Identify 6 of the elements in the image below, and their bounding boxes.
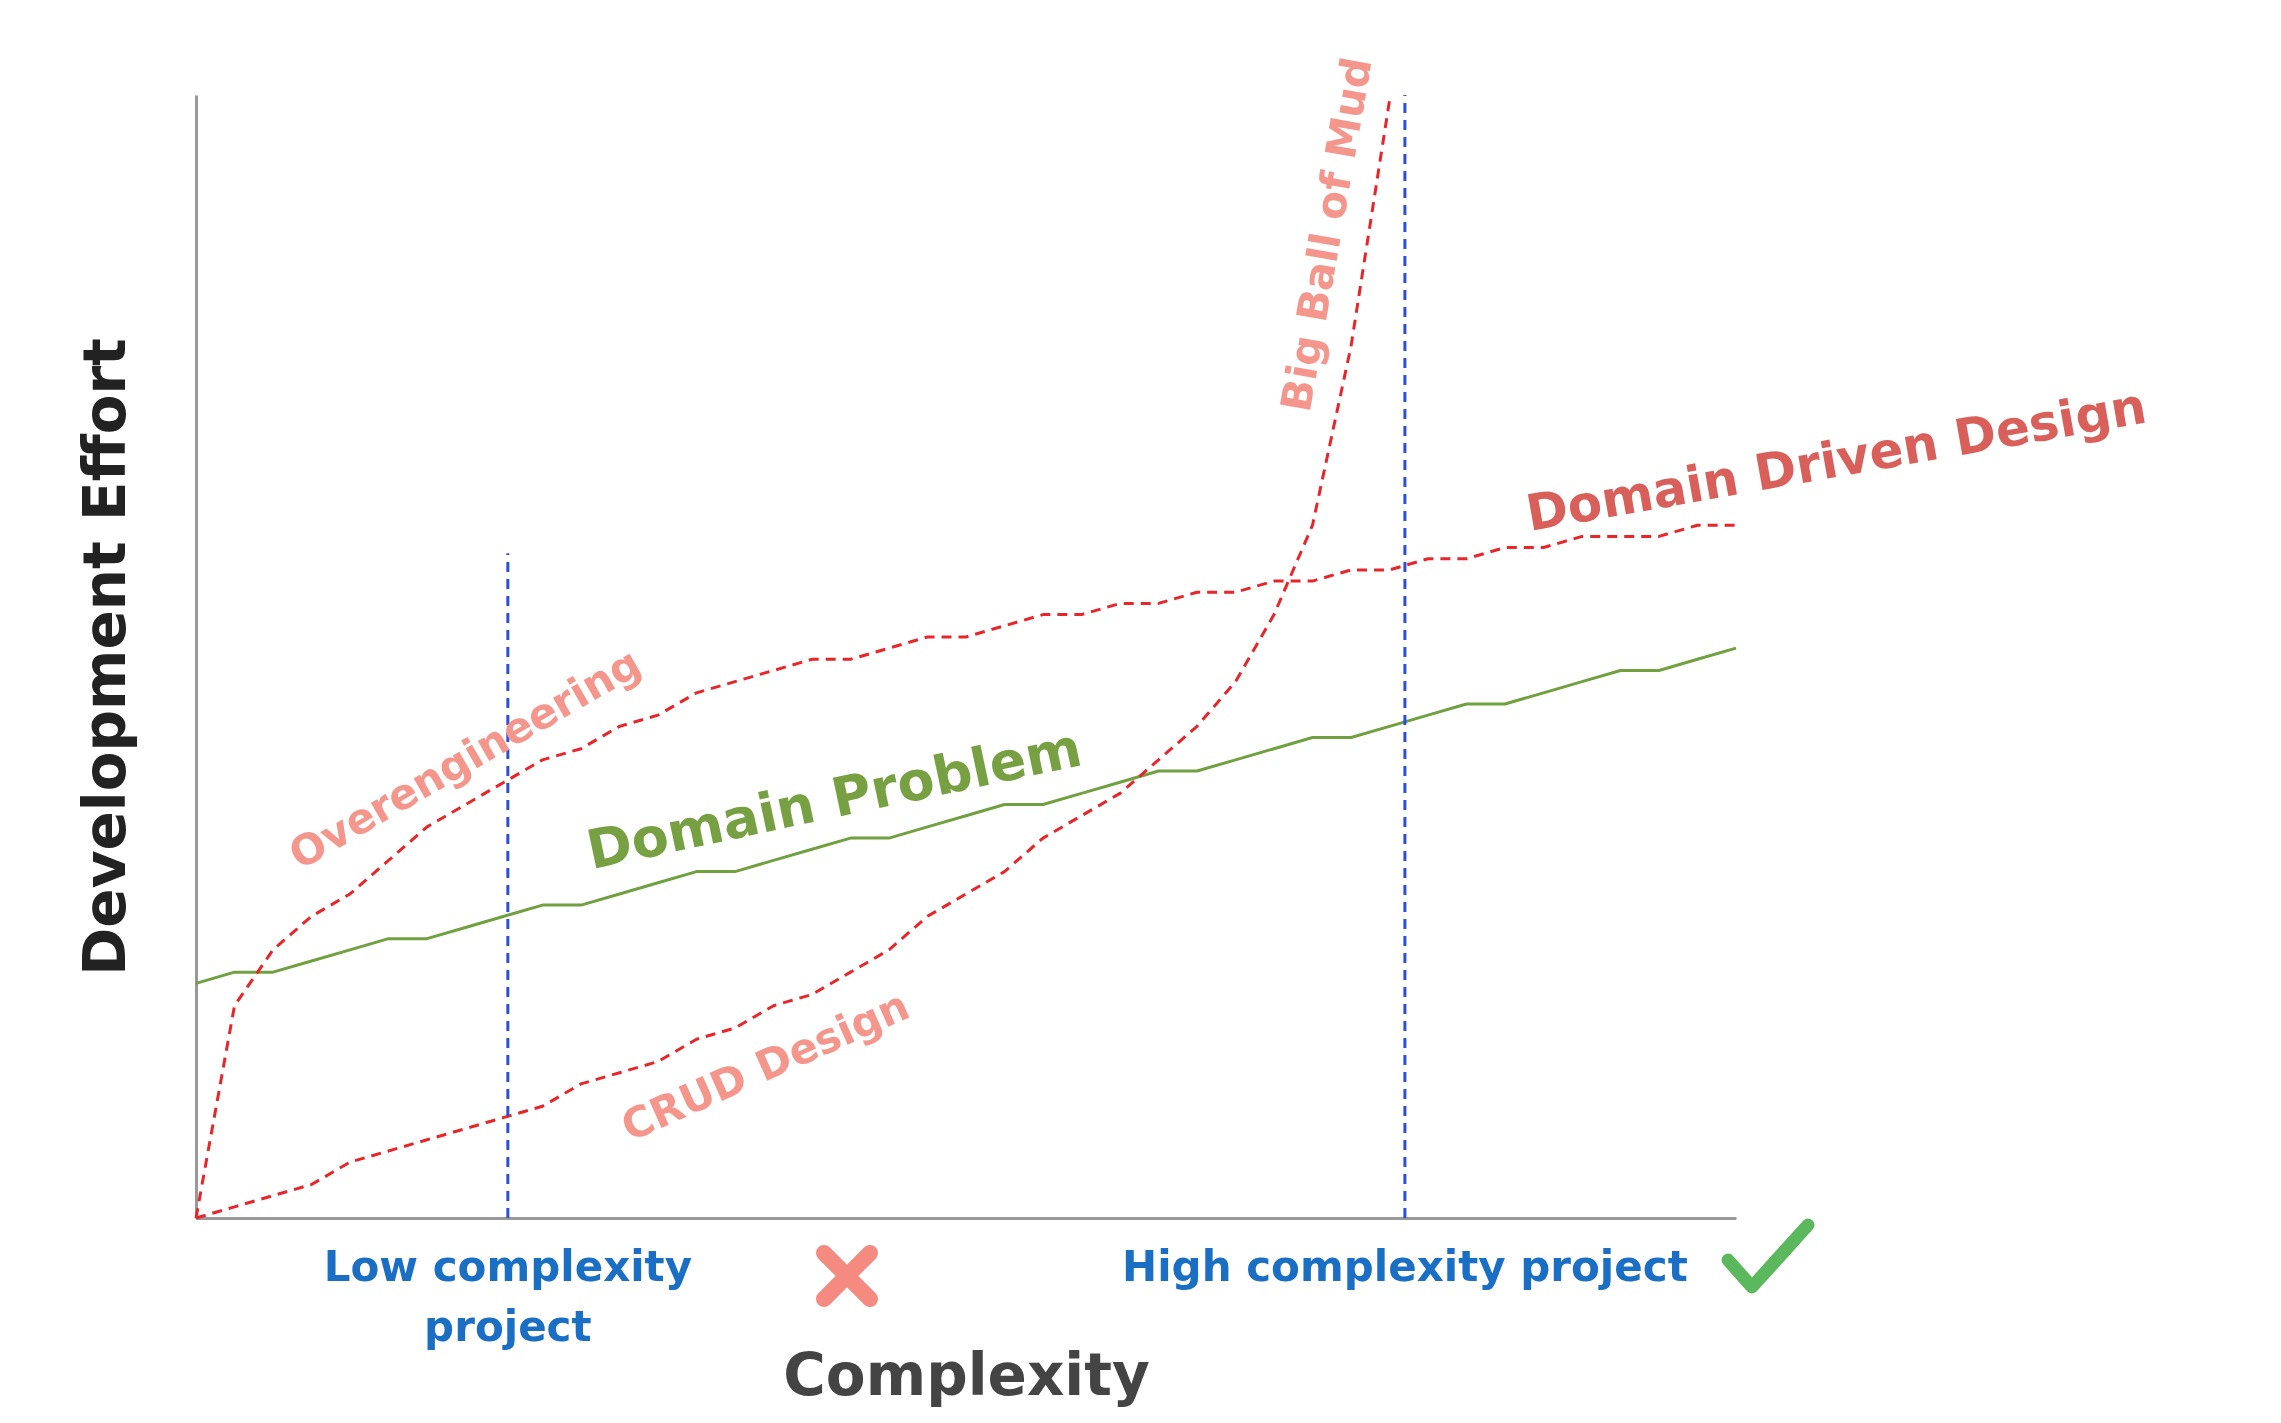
text: High complexity project: [1122, 1242, 1688, 1291]
x-axis-title: Complexity: [783, 1340, 1150, 1409]
text: Low complexity project: [323, 1242, 693, 1351]
text: Domain Driven Design: [1521, 376, 2151, 543]
y-axis-title: Development Effort: [70, 338, 139, 976]
annotation: Big Ball of Mud: [1271, 53, 1382, 416]
